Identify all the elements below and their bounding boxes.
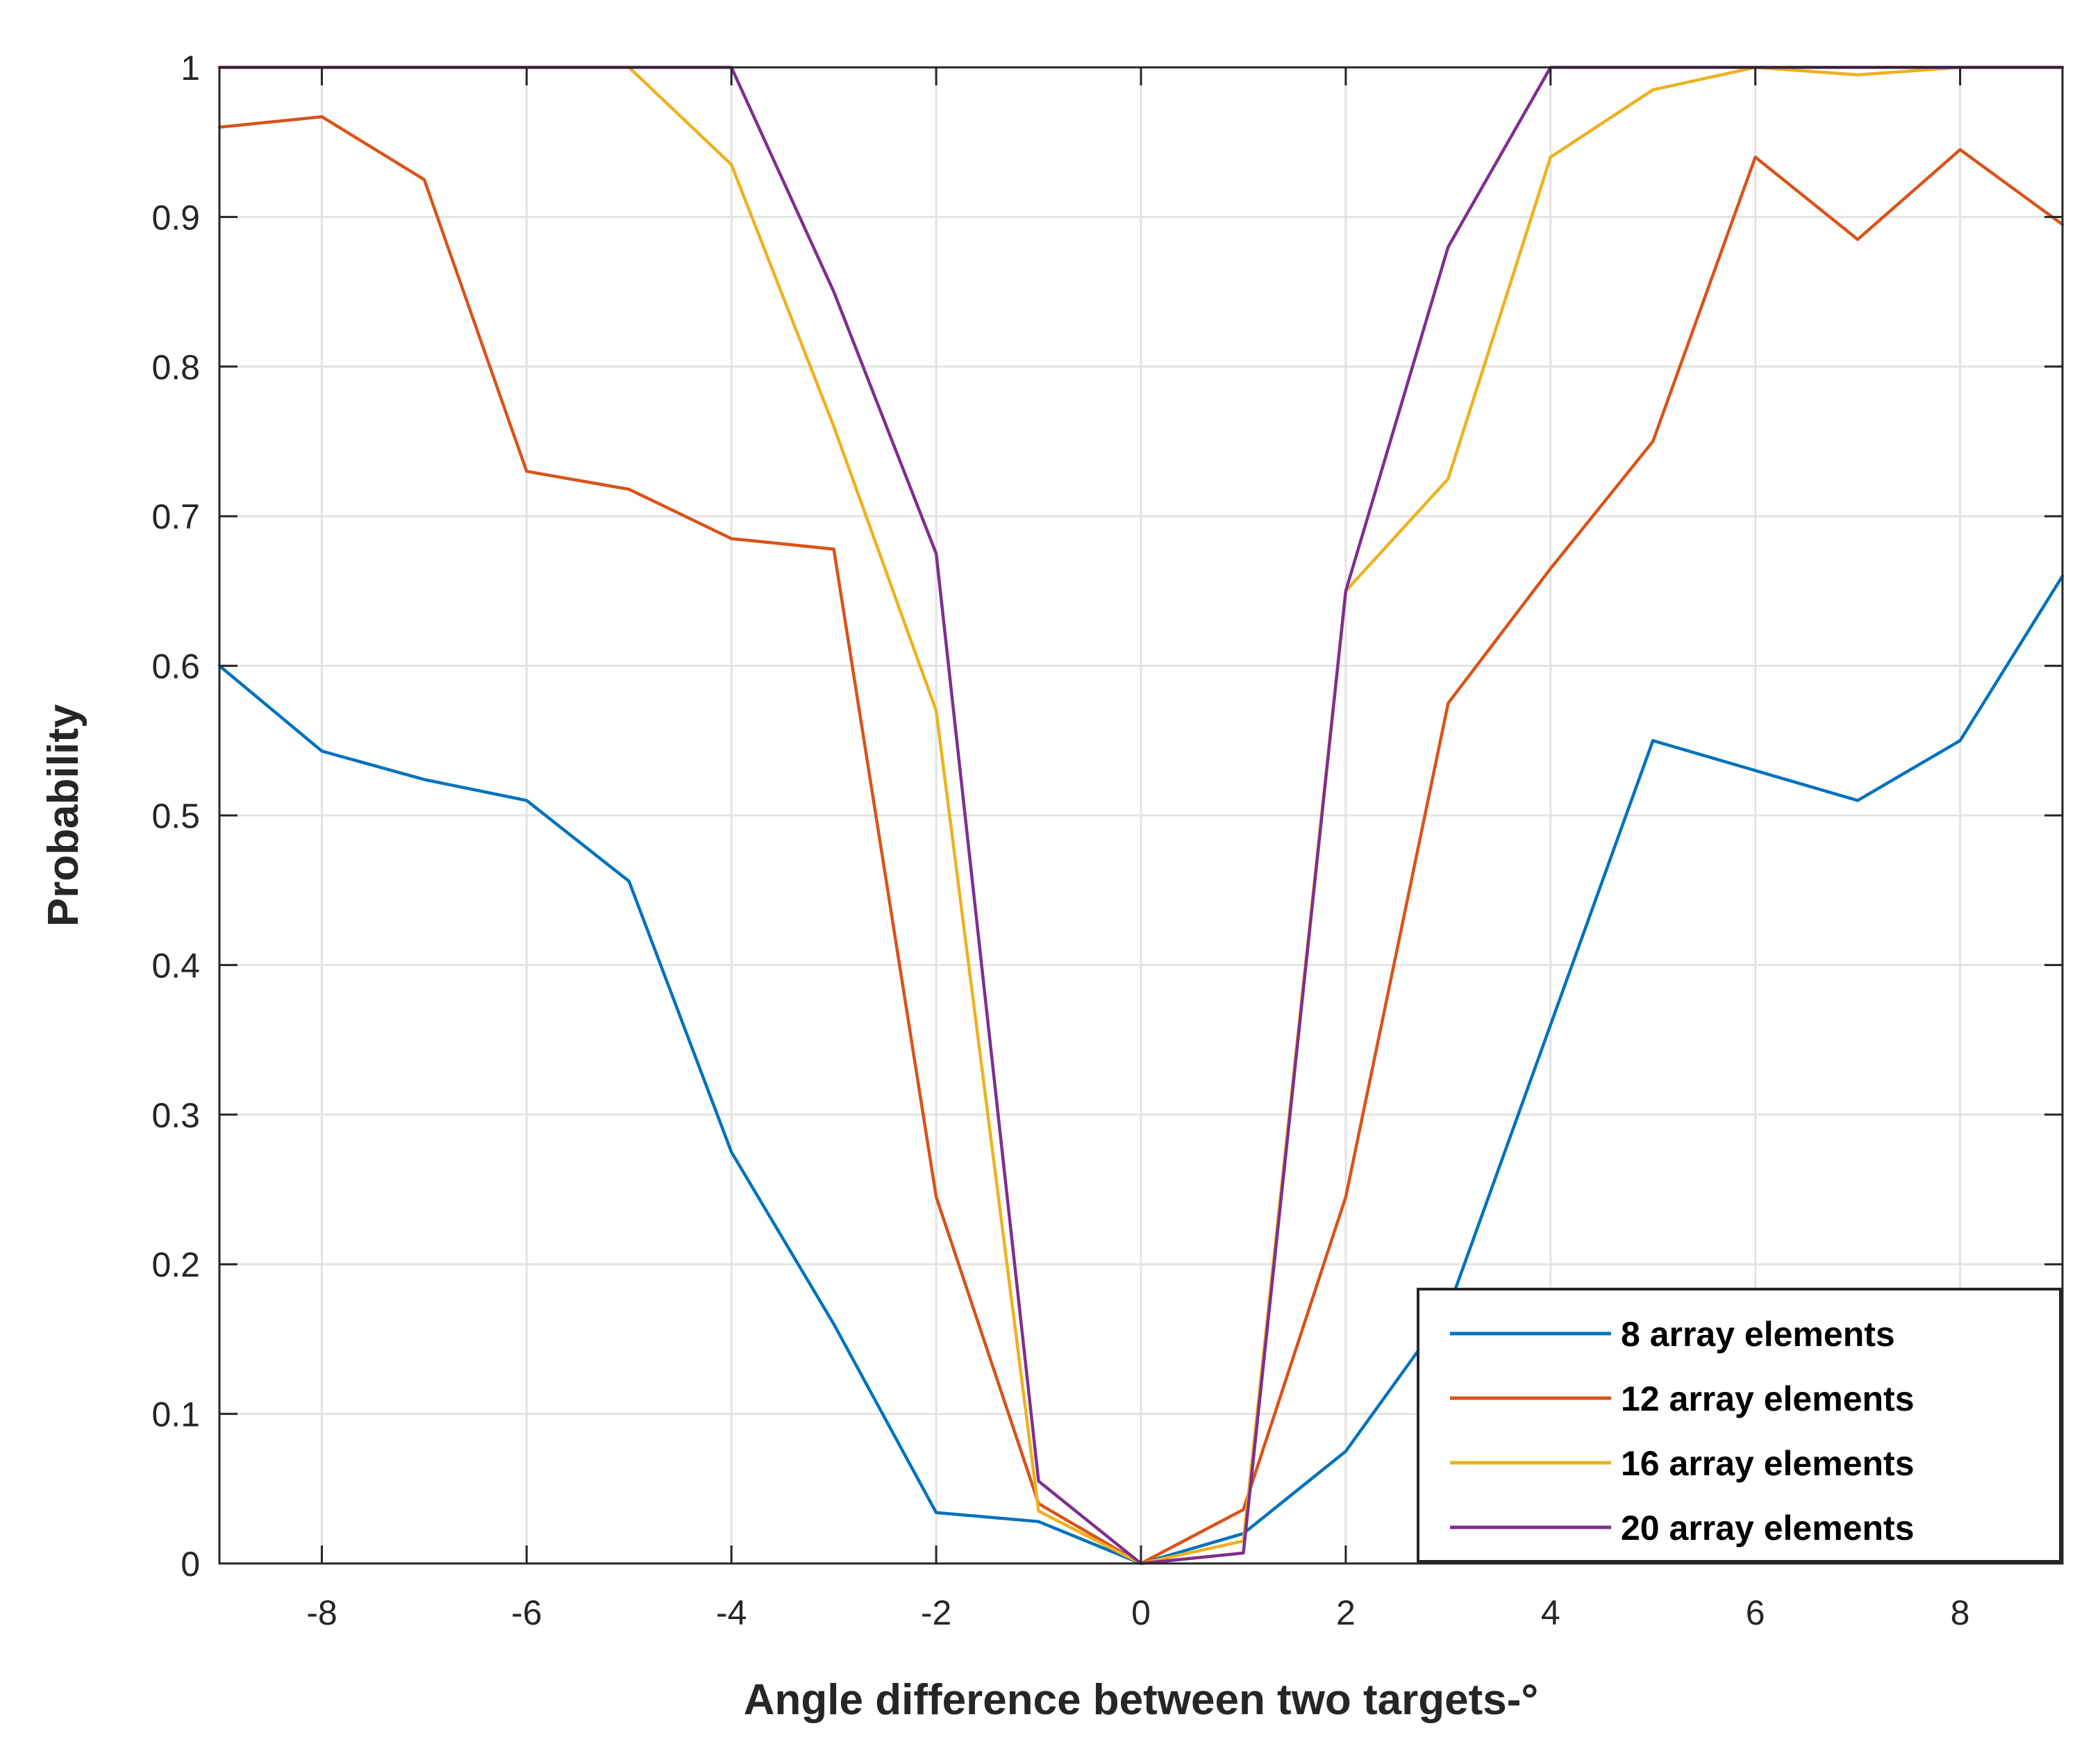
y-tick-label: 0.4 — [151, 946, 200, 985]
legend-label-4: 20 array elements — [1621, 1509, 1915, 1547]
x-tick-label: -4 — [716, 1593, 747, 1632]
y-tick-label: 1 — [181, 49, 200, 88]
x-tick-label: -8 — [306, 1593, 337, 1632]
y-tick-label: 0.6 — [151, 647, 200, 686]
y-axis-label: Probability — [40, 704, 88, 927]
y-tick-label: 0.9 — [151, 198, 200, 237]
x-tick-label: -6 — [511, 1593, 542, 1632]
x-axis-label: Angle difference between two targets-° — [744, 1676, 1538, 1724]
x-tick-label: 2 — [1336, 1593, 1356, 1632]
y-tick-label: 0.1 — [151, 1395, 200, 1434]
x-tick-label: -2 — [921, 1593, 951, 1632]
y-tick-label: 0.5 — [151, 797, 200, 836]
axis-ticks: -8 -6 -4 -2 0 2 4 6 8 0 0.1 0.2 0.3 0.4 0.5 0.6 0.7 0.8 0.… — [151, 49, 2062, 1632]
y-tick-label: 0.3 — [151, 1096, 200, 1135]
legend-label-2: 12 array elements — [1621, 1379, 1915, 1418]
legend: 8 array elements 12 array elements 16 arra… — [1417, 1288, 2062, 1563]
y-tick-label: 0.7 — [151, 497, 200, 536]
x-tick-label: 4 — [1541, 1593, 1560, 1632]
y-tick-label: 0.2 — [151, 1245, 200, 1284]
y-tick-label: 0.8 — [151, 348, 200, 387]
x-tick-label: 0 — [1131, 1593, 1151, 1632]
legend-label-1: 8 array elements — [1621, 1315, 1895, 1354]
legend-label-3: 16 array elements — [1621, 1444, 1915, 1483]
y-tick-label: 0 — [181, 1545, 200, 1584]
x-tick-label: 6 — [1746, 1593, 1765, 1632]
x-tick-label: 8 — [1951, 1593, 1970, 1632]
